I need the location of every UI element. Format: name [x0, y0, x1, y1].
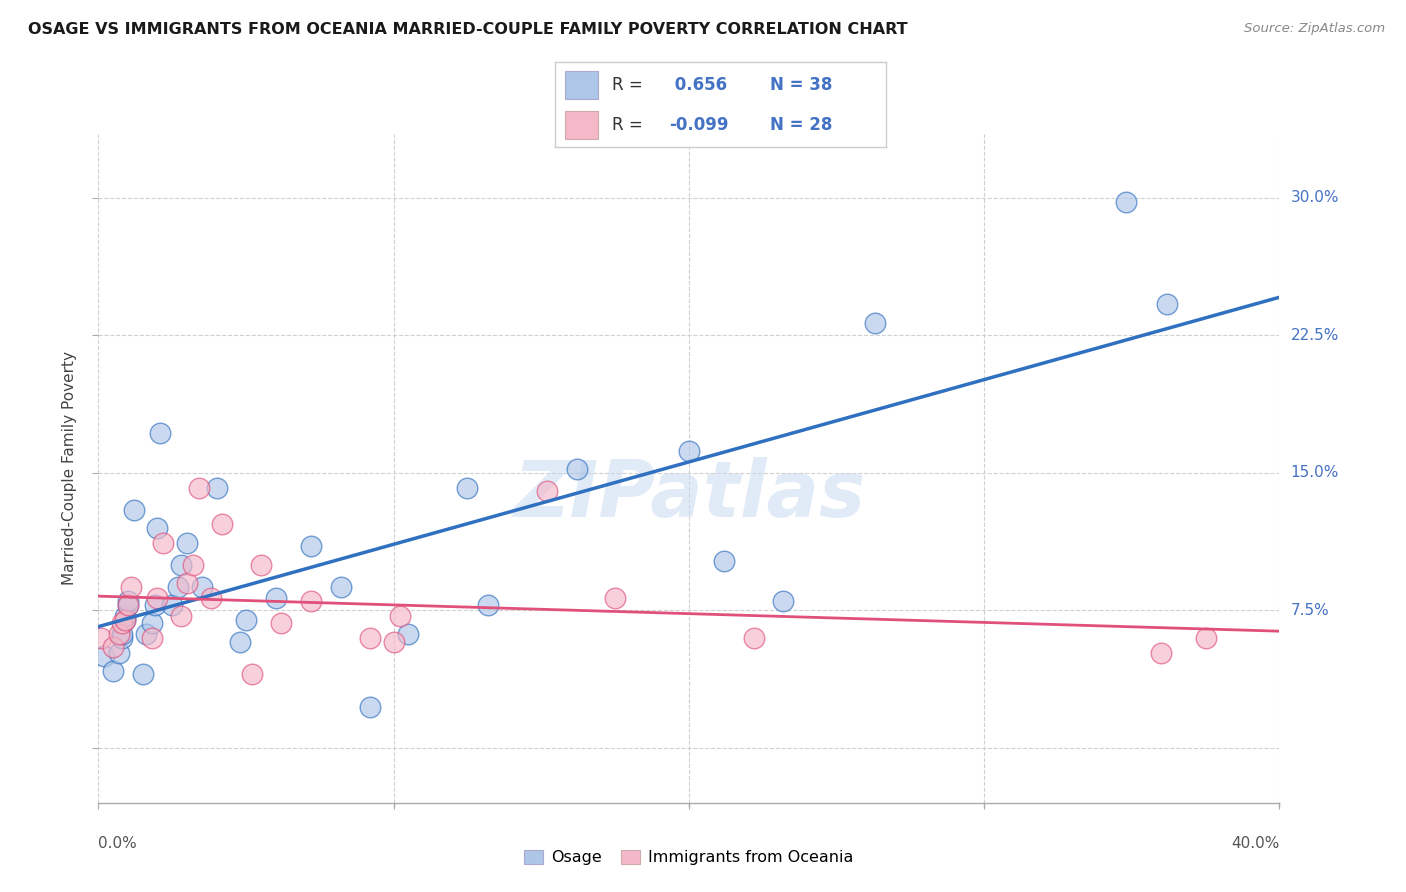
Point	[146, 591, 169, 605]
Point	[1115, 194, 1137, 209]
Text: 7.5%: 7.5%	[1291, 603, 1329, 618]
Text: R =: R =	[612, 76, 648, 94]
Point	[396, 627, 419, 641]
Point	[477, 598, 499, 612]
Text: 15.0%: 15.0%	[1291, 466, 1339, 481]
Bar	[565, 71, 599, 99]
Point	[152, 535, 174, 549]
Point	[264, 591, 287, 605]
Point	[111, 631, 134, 645]
Point	[270, 616, 292, 631]
Point	[114, 608, 136, 623]
Point	[329, 580, 352, 594]
Point	[187, 481, 209, 495]
Point	[250, 558, 273, 572]
Point	[170, 608, 193, 623]
Point	[143, 598, 166, 612]
Point	[90, 631, 112, 645]
Point	[149, 425, 172, 440]
Point	[1195, 631, 1218, 645]
Point	[117, 598, 139, 612]
Point	[117, 598, 139, 612]
Text: 0.0%: 0.0%	[98, 836, 138, 851]
Point	[678, 443, 700, 458]
Point	[120, 580, 142, 594]
Point	[863, 316, 886, 330]
Text: 22.5%: 22.5%	[1291, 328, 1339, 343]
Point	[536, 484, 558, 499]
Point	[162, 598, 183, 612]
Text: N = 28: N = 28	[770, 116, 832, 134]
Point	[713, 554, 735, 568]
Point	[103, 640, 125, 654]
Text: N = 38: N = 38	[770, 76, 832, 94]
Point	[388, 608, 411, 623]
Point	[191, 580, 214, 594]
Point	[108, 646, 131, 660]
Point	[146, 521, 169, 535]
Point	[176, 535, 198, 549]
Point	[103, 664, 125, 678]
Point	[1156, 297, 1178, 311]
Point	[114, 613, 136, 627]
Point	[1150, 646, 1173, 660]
Point	[359, 700, 381, 714]
Point	[359, 631, 381, 645]
Point	[456, 481, 478, 495]
Point	[382, 634, 405, 648]
Point	[565, 462, 588, 476]
Legend: Osage, Immigrants from Oceania: Osage, Immigrants from Oceania	[517, 843, 860, 871]
Text: ZIPatlas: ZIPatlas	[513, 457, 865, 533]
Point	[181, 558, 204, 572]
Point	[108, 627, 131, 641]
Point	[114, 613, 136, 627]
Point	[111, 616, 134, 631]
Point	[240, 667, 263, 681]
Point	[299, 539, 322, 553]
Text: OSAGE VS IMMIGRANTS FROM OCEANIA MARRIED-COUPLE FAMILY POVERTY CORRELATION CHART: OSAGE VS IMMIGRANTS FROM OCEANIA MARRIED…	[28, 22, 908, 37]
Point	[200, 591, 222, 605]
Point	[167, 580, 190, 594]
Point	[141, 616, 163, 631]
Point	[135, 627, 157, 641]
Point	[299, 594, 322, 608]
Text: -0.099: -0.099	[669, 116, 728, 134]
Point	[122, 502, 145, 516]
Point	[141, 631, 163, 645]
Point	[111, 627, 134, 641]
Point	[235, 613, 257, 627]
Text: R =: R =	[612, 116, 648, 134]
Point	[605, 591, 627, 605]
Point	[772, 594, 794, 608]
Point	[742, 631, 765, 645]
Text: 0.656: 0.656	[669, 76, 727, 94]
Text: 30.0%: 30.0%	[1291, 191, 1339, 205]
Point	[205, 481, 228, 495]
Text: Source: ZipAtlas.com: Source: ZipAtlas.com	[1244, 22, 1385, 36]
Point	[93, 649, 115, 664]
Bar	[565, 111, 599, 139]
Y-axis label: Married-Couple Family Poverty: Married-Couple Family Poverty	[62, 351, 77, 585]
Point	[132, 667, 155, 681]
Point	[170, 558, 193, 572]
Point	[176, 575, 198, 590]
Point	[211, 517, 233, 532]
Point	[117, 594, 139, 608]
Point	[229, 634, 252, 648]
Text: 40.0%: 40.0%	[1232, 836, 1279, 851]
